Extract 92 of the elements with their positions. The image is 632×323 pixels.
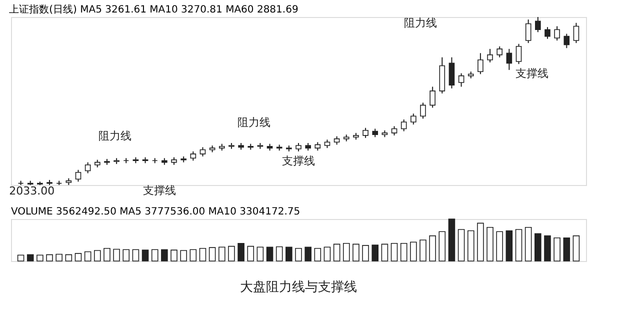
- bar: [429, 235, 436, 262]
- candlestick: [75, 169, 82, 182]
- candlestick: [448, 56, 455, 89]
- bar: [65, 254, 72, 262]
- bar: [276, 246, 283, 262]
- chart-title: 上证指数(日线) MA5 3261.61 MA10 3270.81 MA60 2881.69: [9, 4, 298, 16]
- candlestick: [506, 48, 512, 70]
- bar: [544, 235, 551, 262]
- bar: [228, 246, 235, 262]
- bar: [554, 238, 560, 262]
- bar: [515, 229, 522, 262]
- bar: [467, 230, 474, 262]
- annotation: 阻力线: [98, 129, 132, 142]
- bar: [46, 254, 53, 262]
- bar: [74, 253, 82, 262]
- bar: [400, 242, 408, 262]
- bar: [180, 250, 187, 262]
- bar: [563, 238, 570, 262]
- bar: [151, 249, 158, 262]
- candlestick: [391, 126, 398, 136]
- bar: [496, 231, 503, 262]
- bar: [390, 242, 398, 262]
- bar: [132, 249, 140, 262]
- annotation: 阻力线: [238, 116, 271, 129]
- candlestick: [516, 43, 522, 65]
- candlestick: [487, 48, 493, 63]
- bar: [381, 244, 388, 262]
- candlestick: [564, 33, 570, 49]
- bar: [342, 242, 350, 262]
- candlestick: [525, 19, 532, 44]
- bar: [506, 230, 513, 262]
- bar: [333, 244, 340, 262]
- annotation: 2033.00: [9, 184, 55, 198]
- bar: [295, 248, 302, 262]
- candlestick: [573, 22, 580, 44]
- annotation: 支撑线: [515, 67, 548, 80]
- bar: [324, 246, 331, 262]
- bar: [458, 229, 465, 262]
- candlestick: [430, 86, 436, 108]
- candlestick: [544, 26, 550, 40]
- annotation: 阻力线: [404, 16, 438, 30]
- candlestick: [458, 72, 464, 88]
- bar: [314, 248, 322, 262]
- annotation: 支撑线: [282, 154, 315, 168]
- bar: [190, 249, 197, 262]
- bar: [218, 246, 226, 262]
- chart-title: VOLUME 3562492.50 MA5 3777536.00 MA10 3304172.75: [11, 206, 300, 218]
- candlestick: [190, 150, 196, 162]
- bar: [17, 254, 24, 262]
- bar: [104, 248, 110, 262]
- bar: [84, 251, 92, 262]
- bar: [142, 250, 149, 262]
- candlestick: [400, 118, 407, 132]
- bar: [477, 222, 484, 262]
- bar: [161, 249, 168, 262]
- bar: [94, 250, 101, 262]
- bar: [372, 244, 379, 262]
- bar: [266, 246, 274, 262]
- bar: [304, 246, 312, 262]
- candlestick: [554, 26, 560, 42]
- bar: [420, 240, 426, 262]
- bar: [362, 245, 369, 262]
- bar: [199, 248, 206, 262]
- annotation: 支撑线: [143, 184, 176, 197]
- candlestick: [362, 127, 368, 138]
- candlestick: [84, 162, 91, 174]
- candlestick: [410, 113, 416, 126]
- bar: [256, 246, 264, 262]
- bar: [448, 218, 456, 262]
- bar: [170, 250, 178, 262]
- bar: [113, 248, 120, 262]
- bar: [36, 254, 44, 262]
- candlestick: [496, 46, 502, 58]
- bar: [56, 254, 62, 262]
- candlestick: [535, 16, 541, 33]
- bar: [26, 254, 34, 262]
- bar: [534, 233, 542, 262]
- bar: [238, 242, 244, 262]
- bar: [438, 231, 446, 262]
- bar: [486, 227, 494, 262]
- candlestick: [420, 102, 426, 120]
- bar: [352, 244, 360, 262]
- bar: [208, 247, 216, 262]
- candlestick: [200, 146, 206, 157]
- text: 大盘阻力线与支撑线: [240, 280, 357, 295]
- bar: [524, 227, 532, 262]
- bar: [247, 246, 254, 262]
- bar: [122, 249, 130, 262]
- bar: [572, 235, 580, 262]
- bar: [286, 246, 292, 262]
- bar: [410, 242, 417, 262]
- candlestick: [478, 52, 484, 75]
